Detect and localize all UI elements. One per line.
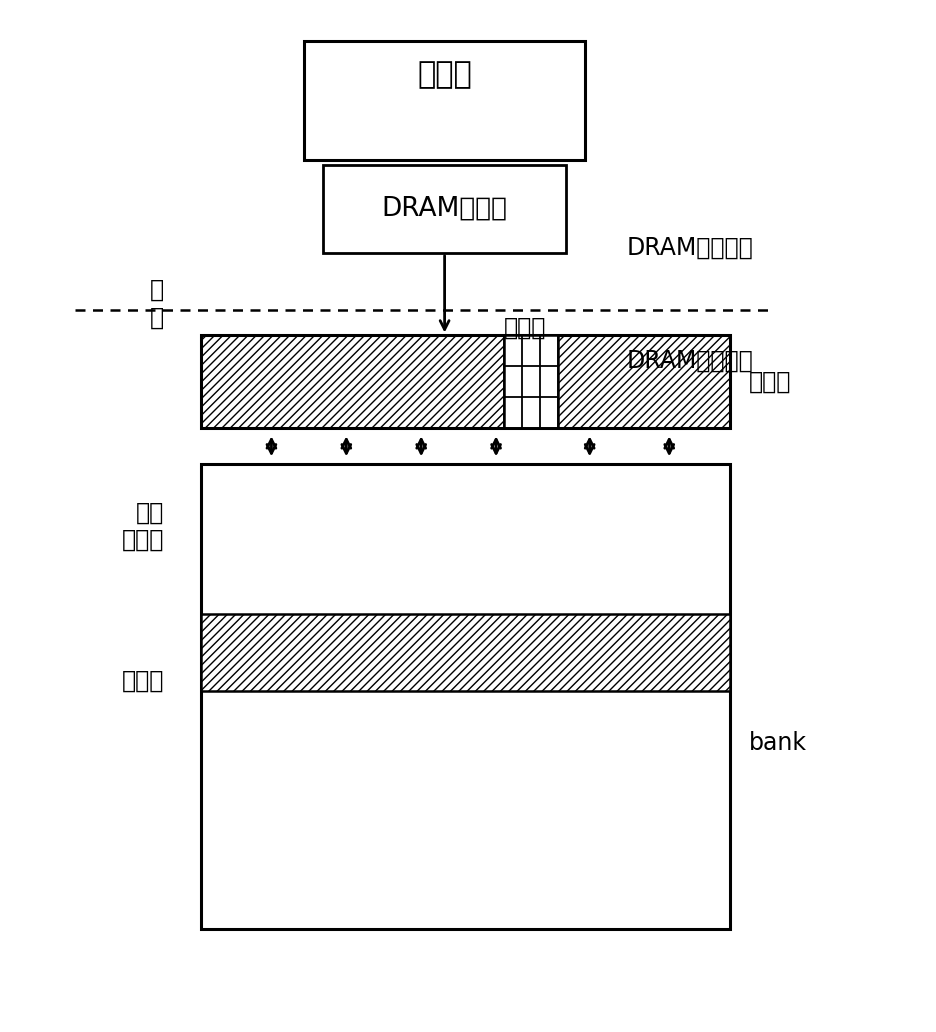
Text: DRAM芯片内部: DRAM芯片内部 xyxy=(627,349,753,374)
Text: DRAM控制器: DRAM控制器 xyxy=(382,196,507,222)
Bar xyxy=(504,335,558,428)
Text: 读
写: 读 写 xyxy=(150,278,164,329)
Bar xyxy=(304,41,585,160)
Text: 激活
预充电: 激活 预充电 xyxy=(122,501,164,552)
Text: 行地址: 行地址 xyxy=(122,669,164,694)
Text: 处理器: 处理器 xyxy=(417,60,472,89)
Text: 列地址: 列地址 xyxy=(504,316,546,341)
Text: bank: bank xyxy=(749,731,807,755)
Bar xyxy=(504,335,558,428)
Bar xyxy=(201,464,730,929)
Bar xyxy=(201,614,730,691)
Bar xyxy=(323,165,566,253)
Text: DRAM芯片外部: DRAM芯片外部 xyxy=(627,235,753,260)
Bar xyxy=(201,335,730,428)
Text: 行缓存: 行缓存 xyxy=(749,369,791,394)
